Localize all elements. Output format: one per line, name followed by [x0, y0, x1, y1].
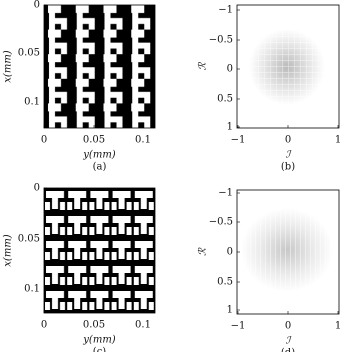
x-tick-label: 0.1 — [135, 320, 151, 331]
panel-caption: (d) — [281, 348, 295, 352]
y-tick-label: 0.1 — [24, 284, 40, 295]
x-tick-label: −1 — [231, 135, 246, 146]
x-axis-label: y(mm) — [82, 335, 116, 346]
x-tick-label: −1 — [231, 321, 246, 332]
panel-caption: (b) — [281, 162, 295, 173]
y-tick-label: 0 — [227, 64, 233, 75]
y-tick-label: 0.05 — [18, 48, 40, 59]
panel-caption: (a) — [93, 162, 107, 173]
x-tick-label: 0 — [285, 321, 291, 332]
x-axis-label: ℐ — [286, 150, 293, 161]
y-tick-label: 1 — [227, 305, 233, 316]
y-tick-label: −0.5 — [209, 35, 233, 46]
y-axis-label: ℛ — [198, 61, 209, 70]
x-tick-label: 1 — [335, 135, 341, 146]
y-tick-label: 1 — [227, 122, 233, 133]
y-tick-label: 0 — [227, 247, 233, 258]
y-axis-label: ℛ — [198, 247, 209, 256]
y-axis-label: x(mm) — [3, 234, 14, 267]
axes-frame — [43, 187, 156, 314]
y-tick-label: −0.5 — [209, 217, 233, 228]
mask-image — [44, 188, 155, 313]
panel-caption: (c) — [93, 347, 107, 352]
x-tick-label: 0 — [285, 135, 291, 146]
x-tick-label: 0 — [41, 135, 47, 146]
axes-frame — [43, 4, 156, 129]
y-tick-label: 0.5 — [217, 94, 233, 105]
x-tick-label: 0.05 — [83, 135, 105, 146]
y-tick-label: 0 — [34, 183, 40, 194]
y-tick-label: 0 — [34, 0, 40, 11]
y-tick-label: 0.1 — [24, 97, 40, 108]
x-tick-label: 0.05 — [83, 320, 105, 331]
diffraction-grid — [249, 29, 325, 105]
x-tick-label: 0.1 — [135, 135, 151, 146]
y-axis-label: x(mm) — [3, 50, 14, 83]
y-tick-label: −1 — [218, 188, 233, 199]
x-axis-label: y(mm) — [82, 150, 116, 161]
mask-image — [44, 5, 155, 128]
x-tick-label: 0 — [41, 320, 47, 331]
y-tick-label: −1 — [218, 5, 233, 16]
diffraction-stripes — [241, 208, 333, 292]
y-tick-label: 0.5 — [217, 277, 233, 288]
x-axis-label: ℐ — [286, 336, 293, 347]
x-tick-label: 1 — [335, 321, 341, 332]
y-tick-label: 0.05 — [18, 234, 40, 245]
